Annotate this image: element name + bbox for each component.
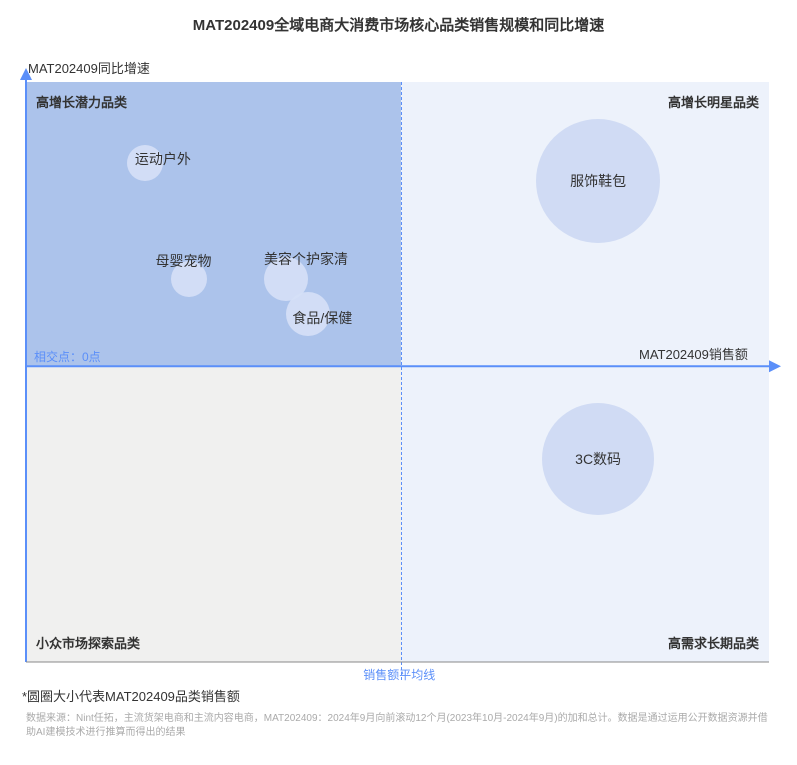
x-axis-label: MAT202409销售额 [639, 344, 748, 363]
midline-label: 销售额平均线 [363, 666, 435, 683]
data-source: 数据来源：Nint任拓，主流货架电商和主流内容电商，MAT202409：2024… [26, 712, 769, 740]
chart-area: 高增长潜力品类 高增长明星品类 小众市场探索品类 高需求长期品类 相交点：0点 … [26, 82, 769, 662]
chart-title: MAT202409全域电商大消费市场核心品类销售规模和同比增速 [0, 14, 797, 35]
footnote: *圆圈大小代表MAT202409品类销售额 [22, 686, 240, 705]
axes-svg [24, 70, 787, 670]
